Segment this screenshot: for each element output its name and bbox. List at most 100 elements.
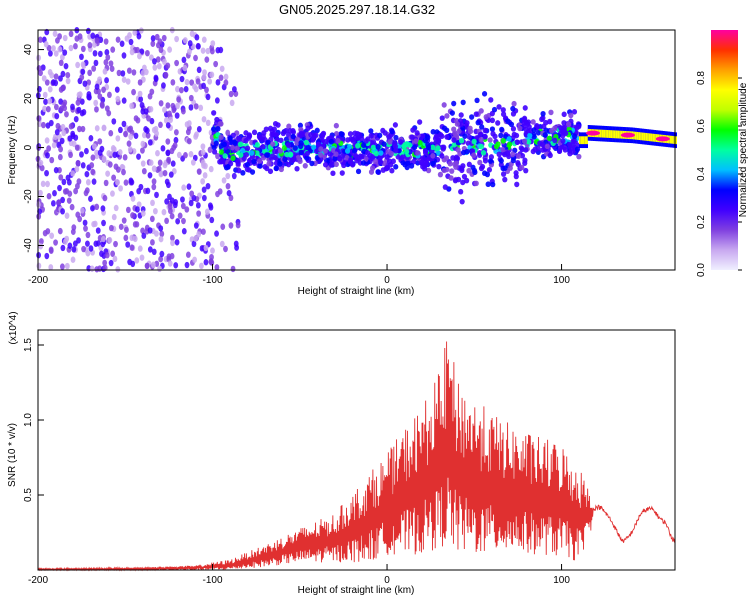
spectrogram-cell bbox=[110, 250, 116, 257]
spectrogram-cell bbox=[297, 122, 303, 129]
spectrogram-cell bbox=[38, 243, 44, 250]
snr-y-tick-label: 1.5 bbox=[23, 338, 34, 352]
spectrogram-y-label: Frequency (Hz) bbox=[7, 116, 18, 185]
spectrogram-cell bbox=[156, 62, 162, 70]
spectrogram-cell bbox=[85, 27, 91, 35]
spectrogram-cell bbox=[444, 113, 450, 119]
spectrogram-cell bbox=[71, 140, 77, 148]
spectrogram-cell bbox=[210, 126, 217, 132]
spectrogram-cell bbox=[62, 34, 68, 42]
spectrogram-cell bbox=[70, 228, 76, 235]
spectrogram-cell bbox=[131, 69, 137, 76]
spectrogram-cell bbox=[243, 137, 249, 144]
spectrogram-cell bbox=[61, 129, 67, 137]
spectrogram-cell bbox=[83, 189, 89, 197]
spectrogram-cell bbox=[157, 265, 162, 273]
spectrogram-cell bbox=[352, 130, 358, 137]
snr-y-ticks: 0.5 1.0 1.5 bbox=[23, 338, 44, 502]
spectrogram-cell bbox=[144, 262, 150, 269]
spectrogram-cell bbox=[38, 189, 43, 197]
spectrogram-cell bbox=[201, 194, 207, 202]
spectrogram-cell bbox=[223, 73, 229, 81]
spectrogram-cell bbox=[174, 112, 180, 119]
spectrogram-cell bbox=[140, 140, 146, 148]
spectrogram-cell bbox=[531, 133, 537, 140]
spectrogram-cell bbox=[566, 121, 572, 128]
spectrogram-cell bbox=[205, 182, 211, 190]
spectrogram-cell bbox=[157, 159, 163, 166]
spectrogram-cell bbox=[36, 262, 42, 270]
spectrogram-cell bbox=[141, 131, 147, 139]
spectrogram-cell bbox=[368, 133, 374, 139]
spectrogram-cell bbox=[540, 110, 546, 117]
spectrogram-cell bbox=[158, 235, 164, 243]
spectrogram-cell bbox=[196, 231, 202, 238]
spectrogram-cell bbox=[90, 205, 95, 212]
spectrogram-cell bbox=[483, 114, 489, 120]
figure-title: GN05.2025.297.18.14.G32 bbox=[279, 2, 435, 17]
spectrogram-cell bbox=[80, 68, 86, 75]
spectrogram-cell bbox=[89, 162, 95, 169]
spectrogram-cell bbox=[460, 179, 466, 186]
spectrogram-cell bbox=[115, 36, 121, 43]
spectrogram-cell bbox=[318, 146, 324, 152]
spectrogram-cell bbox=[560, 138, 566, 144]
spectrogram-cell bbox=[486, 166, 493, 173]
spectrogram-cell bbox=[522, 105, 528, 111]
spectrogram-cell bbox=[121, 97, 127, 104]
spectrogram-cell bbox=[425, 144, 432, 151]
spectrogram-cell bbox=[128, 133, 134, 141]
spectrogram-cell bbox=[328, 162, 334, 168]
spectrogram-cell bbox=[97, 50, 103, 58]
spectrogram-cell bbox=[200, 47, 206, 54]
spectrogram-cell bbox=[415, 150, 421, 156]
spectrogram-cell bbox=[143, 108, 149, 115]
spectrogram-cell bbox=[79, 110, 85, 117]
spectrogram-cell bbox=[547, 152, 553, 159]
spectrogram-cell bbox=[169, 197, 175, 204]
spectrogram-cell bbox=[171, 144, 177, 151]
spectrogram-cell bbox=[158, 225, 164, 232]
spectrogram-cell bbox=[164, 198, 170, 205]
spectrogram-cell bbox=[496, 104, 502, 110]
spectrogram-cell bbox=[245, 145, 251, 152]
spectrogram-cell bbox=[641, 132, 644, 141]
spectrogram-cell bbox=[471, 138, 477, 145]
spectrogram-cell bbox=[435, 145, 441, 152]
spectrogram-cell bbox=[542, 132, 548, 138]
spectrogram-cell bbox=[131, 88, 136, 96]
spectrogram-cell bbox=[203, 259, 209, 266]
spectrogram-cells bbox=[35, 26, 677, 273]
spectrogram-cell bbox=[182, 64, 188, 72]
spectrogram-cell bbox=[90, 32, 96, 39]
spectrogram-cell bbox=[102, 194, 108, 202]
spectrogram-x-tick-label: -200 bbox=[28, 275, 48, 286]
spectrogram-cell bbox=[215, 190, 220, 198]
spectrogram-cell bbox=[79, 74, 85, 81]
spectrogram-cell bbox=[332, 155, 338, 162]
spectrogram-cell bbox=[460, 99, 466, 106]
spectrogram-cell bbox=[174, 35, 180, 43]
spectrogram-cell bbox=[377, 132, 383, 139]
spectrogram-cell bbox=[74, 165, 80, 173]
spectrogram-cell bbox=[451, 100, 457, 107]
spectrogram-cell bbox=[76, 91, 82, 99]
spectrogram-cell bbox=[108, 224, 114, 232]
spectrogram-cell bbox=[134, 46, 140, 54]
spectrogram-cell bbox=[72, 240, 78, 247]
spectrogram-cell bbox=[156, 165, 162, 172]
spectrogram-cell bbox=[304, 155, 310, 161]
spectrogram-cell bbox=[174, 59, 179, 67]
spectrogram-cell bbox=[480, 150, 487, 156]
spectrogram-cell bbox=[119, 40, 125, 47]
spectrogram-cell bbox=[466, 167, 472, 174]
spectrogram-cell bbox=[223, 245, 228, 253]
spectrogram-cell bbox=[459, 167, 465, 174]
spectrogram-cell bbox=[41, 75, 47, 82]
spectrogram-cell bbox=[517, 125, 523, 132]
spectrogram-cell bbox=[136, 201, 142, 208]
spectrogram-cell bbox=[462, 133, 468, 139]
spectrogram-cell bbox=[531, 127, 537, 133]
spectrogram-cell bbox=[285, 142, 291, 148]
